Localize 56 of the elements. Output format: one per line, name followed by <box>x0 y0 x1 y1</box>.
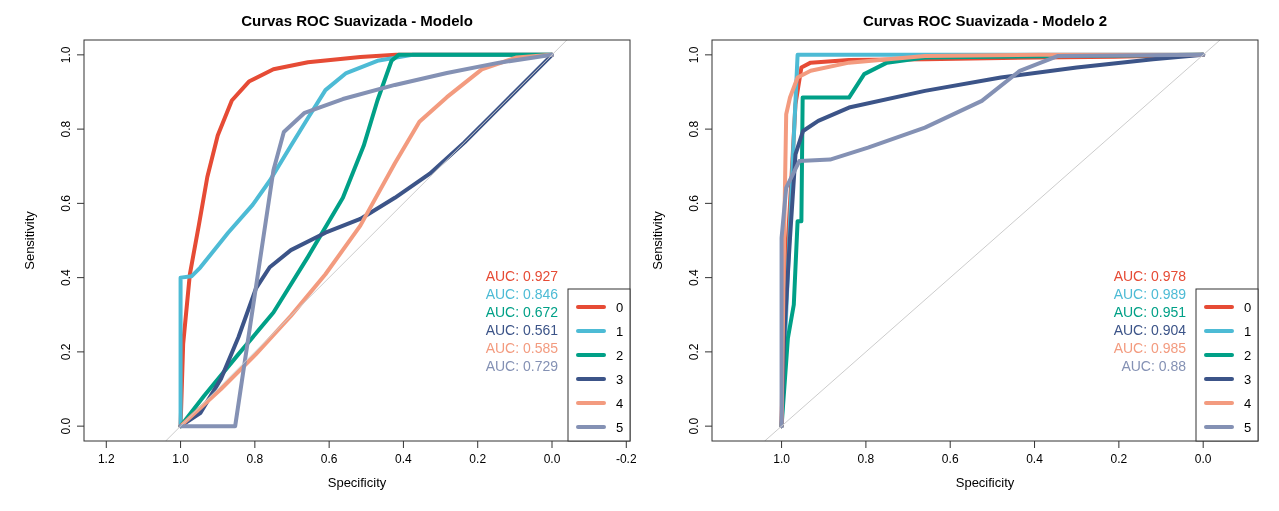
x-tick-label: 0.0 <box>1194 452 1212 466</box>
annotation: AUC: 0.672 <box>485 304 559 320</box>
y-tick-label: 0.2 <box>687 343 701 361</box>
legend-label: 4 <box>1244 396 1252 411</box>
x-tick-label: 1.2 <box>97 452 115 466</box>
x-tick-label: 0.2 <box>1110 452 1128 466</box>
annotation: AUC: 0.927 <box>485 268 559 284</box>
legend-label: 1 <box>1244 324 1252 339</box>
legend-label: 0 <box>1244 300 1252 315</box>
annotation: AUC: 0.989 <box>1113 286 1187 302</box>
legend-label: 3 <box>616 372 624 387</box>
x-tick-label: 0.8 <box>246 452 264 466</box>
chart-title: Curvas ROC Suavizada - Modelo <box>241 12 473 29</box>
legend-label: 5 <box>1244 420 1252 435</box>
y-tick-label: 0.6 <box>59 194 73 212</box>
x-tick-label: 1.0 <box>773 452 791 466</box>
annotation: AUC: 0.846 <box>485 286 559 302</box>
y-axis-title: Sensitivity <box>22 210 37 270</box>
annotation: AUC: 0.585 <box>485 340 559 356</box>
annotation: AUC: 0.951 <box>1113 304 1187 320</box>
annotation: AUC: 0.985 <box>1113 340 1187 356</box>
legend-label: 5 <box>616 420 624 435</box>
legend-label: 1 <box>616 324 624 339</box>
y-tick-label: 0.4 <box>59 268 73 286</box>
annotation: AUC: 0.904 <box>1113 322 1187 338</box>
legend-label: 4 <box>616 396 624 411</box>
y-tick-label: 0.0 <box>687 417 701 435</box>
x-tick-label: 0.8 <box>857 452 875 466</box>
y-tick-label: 1.0 <box>687 46 701 64</box>
annotation: AUC: 0.88 <box>1121 358 1187 374</box>
x-tick-label: -0.2 <box>615 452 637 466</box>
y-tick-label: 0.6 <box>687 194 701 212</box>
y-tick-label: 1.0 <box>59 46 73 64</box>
x-tick-label: 0.2 <box>469 452 487 466</box>
x-axis-title: Specificity <box>955 475 1015 490</box>
legend-label: 2 <box>1244 348 1252 363</box>
annotation: AUC: 0.729 <box>485 358 559 374</box>
annotation: AUC: 0.561 <box>485 322 559 338</box>
legend-label: 0 <box>616 300 624 315</box>
x-tick-label: 0.6 <box>941 452 959 466</box>
legend-label: 2 <box>616 348 624 363</box>
x-tick-label: 0.0 <box>543 452 561 466</box>
x-tick-label: 0.4 <box>1026 452 1044 466</box>
x-axis-title: Specificity <box>327 475 387 490</box>
y-axis-title: Sensitivity <box>650 210 665 270</box>
chart-title: Curvas ROC Suavizada - Modelo 2 <box>862 12 1108 29</box>
x-tick-label: 0.6 <box>320 452 338 466</box>
y-tick-label: 0.8 <box>687 120 701 138</box>
annotation: AUC: 0.978 <box>1113 268 1187 284</box>
y-tick-label: 0.4 <box>687 268 701 286</box>
legend-label: 3 <box>1244 372 1252 387</box>
y-tick-label: 0.8 <box>59 120 73 138</box>
x-tick-label: 1.0 <box>172 452 190 466</box>
y-tick-label: 0.0 <box>59 417 73 435</box>
y-tick-label: 0.2 <box>59 343 73 361</box>
x-tick-label: 0.4 <box>395 452 413 466</box>
